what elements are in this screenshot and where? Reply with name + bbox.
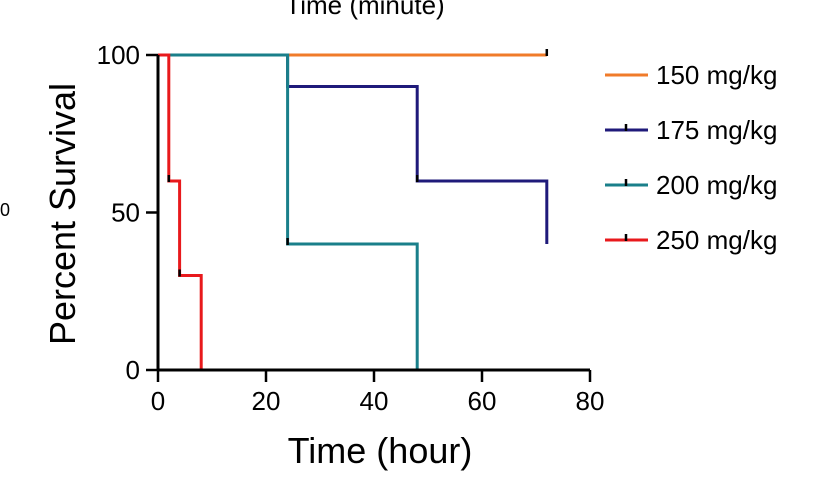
axes xyxy=(156,55,590,372)
legend-label: 250 mg/kg xyxy=(656,225,777,255)
y-tick-label: 50 xyxy=(111,198,140,228)
y-axis-title: Percent Survival xyxy=(42,83,83,345)
y-tick-label: 0 xyxy=(126,355,140,385)
legend: 150 mg/kg 175 mg/kg 200 mg/kg 250 mg/kg xyxy=(605,60,777,255)
series-line xyxy=(158,53,203,370)
x-tick-label: 20 xyxy=(252,386,281,416)
x-tick-label: 80 xyxy=(576,386,605,416)
clipped-top-title: Time (minute) xyxy=(285,0,444,20)
x-tick-label: 40 xyxy=(360,386,389,416)
legend-label: 200 mg/kg xyxy=(656,170,777,200)
series-line xyxy=(158,53,419,370)
x-tick-label: 0 xyxy=(151,386,165,416)
y-tick-label: 100 xyxy=(97,40,140,70)
legend-label: 150 mg/kg xyxy=(656,60,777,90)
survival-curves xyxy=(158,49,549,370)
x-axis-title: Time (hour) xyxy=(288,430,473,471)
x-tick-label: 60 xyxy=(468,386,497,416)
legend-label: 175 mg/kg xyxy=(656,115,777,145)
series-line xyxy=(158,53,549,244)
ticks: 0 20 40 60 80 0 50 100 xyxy=(97,40,605,416)
clipped-left-label: 0 xyxy=(0,200,10,220)
